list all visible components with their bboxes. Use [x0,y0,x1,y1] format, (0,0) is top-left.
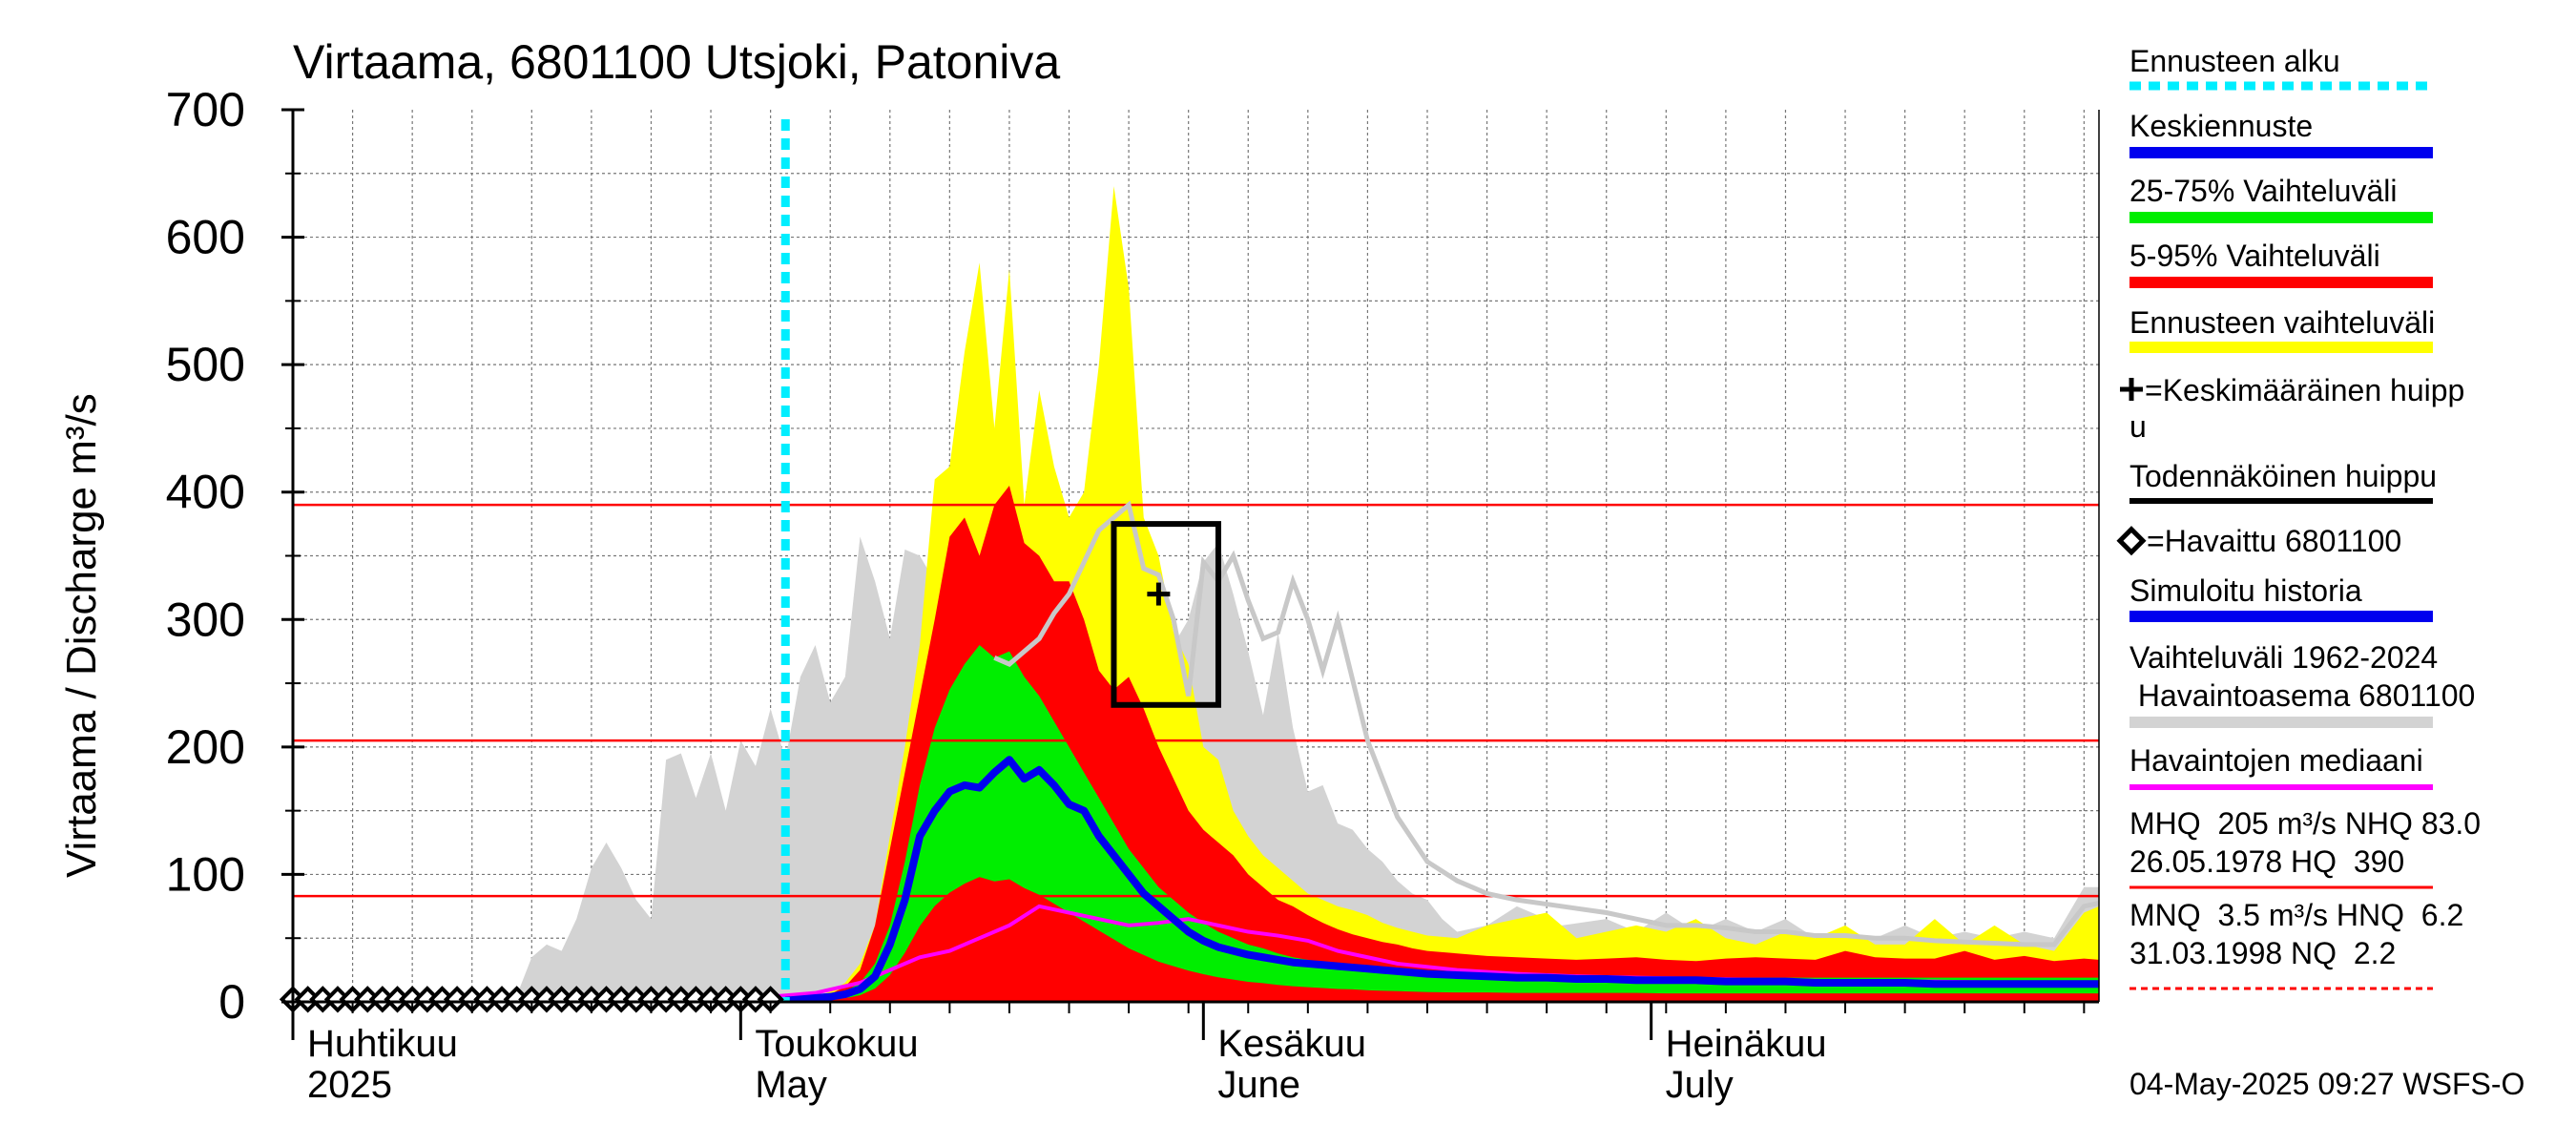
observed-point [682,986,710,1013]
legend-item-historical-range: Vaihteluväli 1962-2024 Havaintoasema 680… [2129,640,2475,728]
legend-label: Simuloitu historia [2129,573,2362,608]
x-month-sublabel: June [1217,1064,1300,1106]
chart-title: Virtaama, 6801100 Utsjoki, Patoniva [293,35,1060,89]
legend-stats: MNQ 3.5 m³/s HNQ 6.2 [2129,898,2463,932]
legend-label: 25-75% Vaihteluväli [2129,174,2397,208]
observed-point [399,986,426,1013]
observed-point [637,986,665,1013]
legend-item-simulated: Simuloitu historia [2129,573,2433,622]
observed-point [413,986,441,1013]
mean-forecast-line [784,756,2099,1002]
series-lines [293,500,2099,1002]
observed-point [443,986,471,1013]
observed-point [488,986,516,1013]
legend-item-median: Havaintojen mediaani [2129,743,2433,790]
observed-point [696,986,725,1013]
observed-point [667,986,695,1013]
observed-point [563,986,591,1013]
legend-label: Havaintoasema 6801100 [2129,678,2475,713]
x-month-sublabel: July [1666,1064,1734,1106]
x-month-label: Heinäkuu [1666,1023,1827,1065]
y-tick-label: 500 [166,338,245,391]
legend-label: 5-95% Vaihteluväli [2129,239,2380,273]
x-month-label: Toukokuu [755,1023,918,1065]
legend-stats: 26.05.1978 HQ 390 [2129,844,2404,879]
legend-label: u [2129,409,2147,444]
y-tick-label: 200 [166,720,245,774]
legend-label: Havaintojen mediaani [2129,743,2423,778]
observed-point [757,986,784,1013]
range-25-75-area [785,645,2099,1002]
observed-point [712,986,739,1013]
observed-point [458,986,486,1013]
legend-stats: MHQ 205 m³/s NHQ 83.0 [2129,806,2481,841]
observed-point [428,986,456,1013]
observed-point [354,986,382,1013]
timestamp-footer: 04-May-2025 09:27 WSFS-O [2129,1067,2524,1101]
legend-stats: 31.03.1998 NQ 2.2 [2129,936,2396,970]
observed-point [592,986,620,1013]
x-month-label: Huhtikuu [307,1023,458,1065]
y-tick-label: 0 [218,975,245,1029]
legend-label: Keskiennuste [2129,109,2313,143]
observed-point [503,986,530,1013]
y-axis-label: Virtaama / Discharge m³/s [58,393,105,878]
probable-peak-box [1111,521,1221,708]
legend-stats-low: MNQ 3.5 m³/s HNQ 6.2 31.03.1998 NQ 2.2 [2129,898,2463,990]
x-month-label: Kesäkuu [1217,1023,1366,1065]
observed-point [548,986,575,1013]
markers [279,119,1221,1013]
observed-point [608,986,635,1013]
y-tick-label: 100 [166,847,245,901]
diamond-icon [2116,526,2147,556]
observed-point [384,986,411,1013]
legend-item-25-75: 25-75% Vaihteluväli [2129,174,2433,223]
legend-item-observed: =Havaittu 6801100 [2116,524,2401,558]
historical-mean-line [993,500,2099,947]
legend-item-forecast-start: Ennusteen alku [2129,44,2433,91]
observed-point [339,986,366,1013]
observed-point [622,986,650,1013]
observed-point [727,986,755,1013]
legend: Ennusteen alku Keskiennuste 25-75% Vaiht… [2116,44,2481,990]
legend-label: Ennusteen alku [2129,44,2340,78]
observed-point [652,986,680,1013]
observed-point [532,986,561,1013]
y-tick-label: 700 [166,83,245,136]
y-tick-label: 600 [166,211,245,264]
observed-point [368,986,397,1013]
x-month-sublabel: 2025 [307,1064,392,1106]
legend-item-forecast-range: Ennusteen vaihteluväli [2129,305,2435,353]
legend-label: =Keskimääräinen huipp [2145,373,2464,407]
x-month-sublabel: May [755,1064,827,1106]
legend-item-5-95: 5-95% Vaihteluväli [2129,239,2433,288]
y-tick-label: 300 [166,593,245,646]
legend-item-mean-peak: =Keskimääräinen huipp u [2120,373,2464,444]
observed-point [577,986,606,1013]
y-tick-label: 400 [166,466,245,519]
bands [293,186,2099,1002]
plus-icon [2120,378,2143,401]
observed-point [741,986,770,1013]
legend-label: Vaihteluväli 1962-2024 [2129,640,2438,675]
legend-item-mean-forecast: Keskiennuste [2129,109,2433,158]
observed-point [309,986,337,1013]
range-5-95-lower-area [785,877,2099,1002]
legend-label: Ennusteen vaihteluväli [2129,305,2435,340]
observed-point [294,986,322,1013]
legend-stats-high: MHQ 205 m³/s NHQ 83.0 26.05.1978 HQ 390 [2129,806,2481,889]
legend-label: Todennäköinen huippu [2129,459,2437,493]
observed-point [323,986,352,1013]
observed-point [473,986,501,1013]
legend-label: =Havaittu 6801100 [2147,524,2401,558]
observed-point [518,986,546,1013]
legend-item-probable-peak: Todennäköinen huippu [2129,459,2437,504]
